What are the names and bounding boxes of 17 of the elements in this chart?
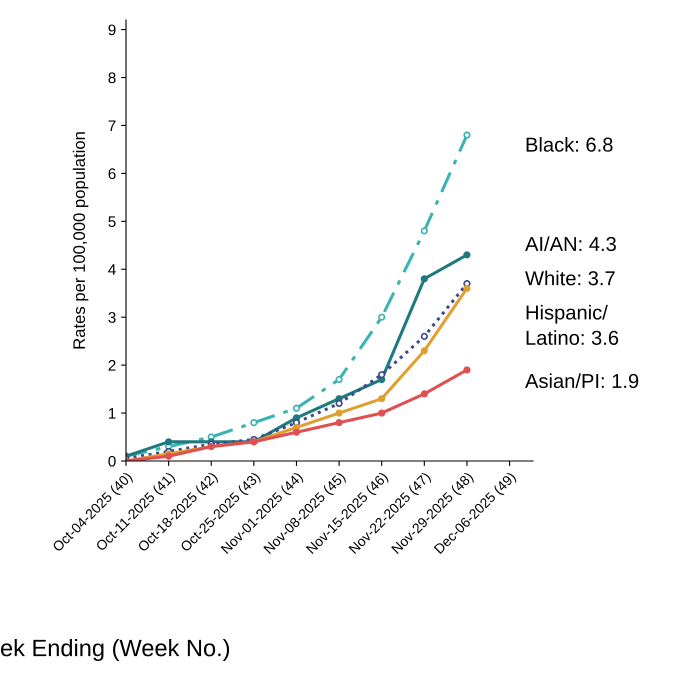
annotation: AI/AN: 4.3 <box>525 236 616 252</box>
annotation: Black: 6.8 <box>526 137 613 152</box>
y-tick-label: 9 <box>108 24 116 36</box>
y-tick-label: 1 <box>108 408 116 419</box>
annotation: Asian/PI: 1.9 <box>525 373 638 388</box>
y-tick-label: 6 <box>108 168 116 180</box>
y-tick-label: 5 <box>108 216 116 228</box>
x-axis-title: ek Ending (Week No.) <box>1 639 230 662</box>
annotation: White: 3.7 <box>525 270 615 286</box>
y-tick-label: 7 <box>108 120 116 131</box>
y-tick-label: 2 <box>108 360 116 371</box>
y-tick-label: 0 <box>108 456 116 467</box>
y-tick-label: 4 <box>108 264 116 275</box>
y-tick-label: 3 <box>108 312 116 323</box>
y-axis-title: Rates per 100,000 population <box>72 132 88 348</box>
annotation: Hispanic/ Latino: 3.6 <box>526 304 618 345</box>
y-tick-label: 8 <box>108 72 116 84</box>
